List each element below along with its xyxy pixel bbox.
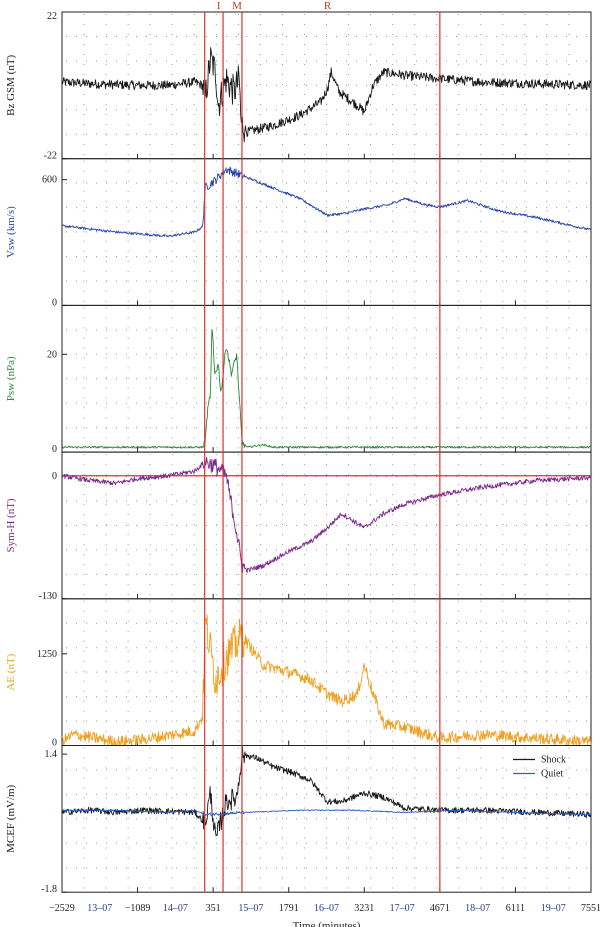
event-marker-label: M xyxy=(232,0,242,12)
day-label: 13–07 xyxy=(87,903,112,914)
y-tick-label: 0 xyxy=(52,738,57,749)
y-tick-label: 1250 xyxy=(37,649,57,660)
day-label: 18–07 xyxy=(465,903,490,914)
x-tick-label: 3231 xyxy=(354,903,374,914)
x-tick-label: 1791 xyxy=(279,903,299,914)
y-tick-label: 0 xyxy=(52,444,57,455)
series-line xyxy=(61,614,592,746)
y-tick-label: 0 xyxy=(52,471,57,482)
x-axis-title: Time (minutes) xyxy=(293,920,361,927)
y-tick-label: -130 xyxy=(39,591,57,602)
series-line xyxy=(61,166,592,238)
y-axis-title: Psw (nPa) xyxy=(5,356,17,401)
day-label: 16–07 xyxy=(314,903,339,914)
day-label: 19–07 xyxy=(541,903,566,914)
series-line xyxy=(61,456,592,574)
x-tick-label: −1089 xyxy=(125,903,151,914)
x-tick-label: 7551 xyxy=(581,903,600,914)
event-marker-label: I xyxy=(217,0,221,12)
y-tick-label: 22 xyxy=(47,11,57,22)
day-label: 17–07 xyxy=(390,903,415,914)
x-tick-label: 351 xyxy=(206,903,221,914)
y-axis-title: Bz GSM (nT) xyxy=(5,54,17,115)
y-tick-label: 0 xyxy=(52,297,57,308)
y-axis-title: Vsw (km/s) xyxy=(5,206,17,258)
series-line xyxy=(61,745,592,837)
y-tick-label: 20 xyxy=(47,349,57,360)
y-axis-title: Sym-H (nT) xyxy=(5,498,17,552)
y-tick-label: -22 xyxy=(44,151,57,162)
y-tick-label: 600 xyxy=(42,175,57,186)
series-line xyxy=(61,47,592,143)
x-tick-label: 6111 xyxy=(506,903,525,914)
legend-label: Shock xyxy=(541,755,566,766)
series-line xyxy=(61,328,592,449)
y-axis-title: MCEF (mV/m) xyxy=(5,784,17,852)
y-tick-label: 1.4 xyxy=(45,749,58,760)
day-label: 14–07 xyxy=(163,903,188,914)
series-line xyxy=(61,809,592,817)
day-label: 15–07 xyxy=(238,903,263,914)
y-axis-title: AE (nT) xyxy=(5,653,17,690)
legend-label: Quiet xyxy=(541,769,563,780)
x-tick-label: −2529 xyxy=(49,903,75,914)
x-tick-label: 4671 xyxy=(430,903,450,914)
event-marker-label: R xyxy=(324,0,332,12)
y-tick-label: -1.8 xyxy=(41,884,57,895)
panel-frame xyxy=(61,745,592,893)
